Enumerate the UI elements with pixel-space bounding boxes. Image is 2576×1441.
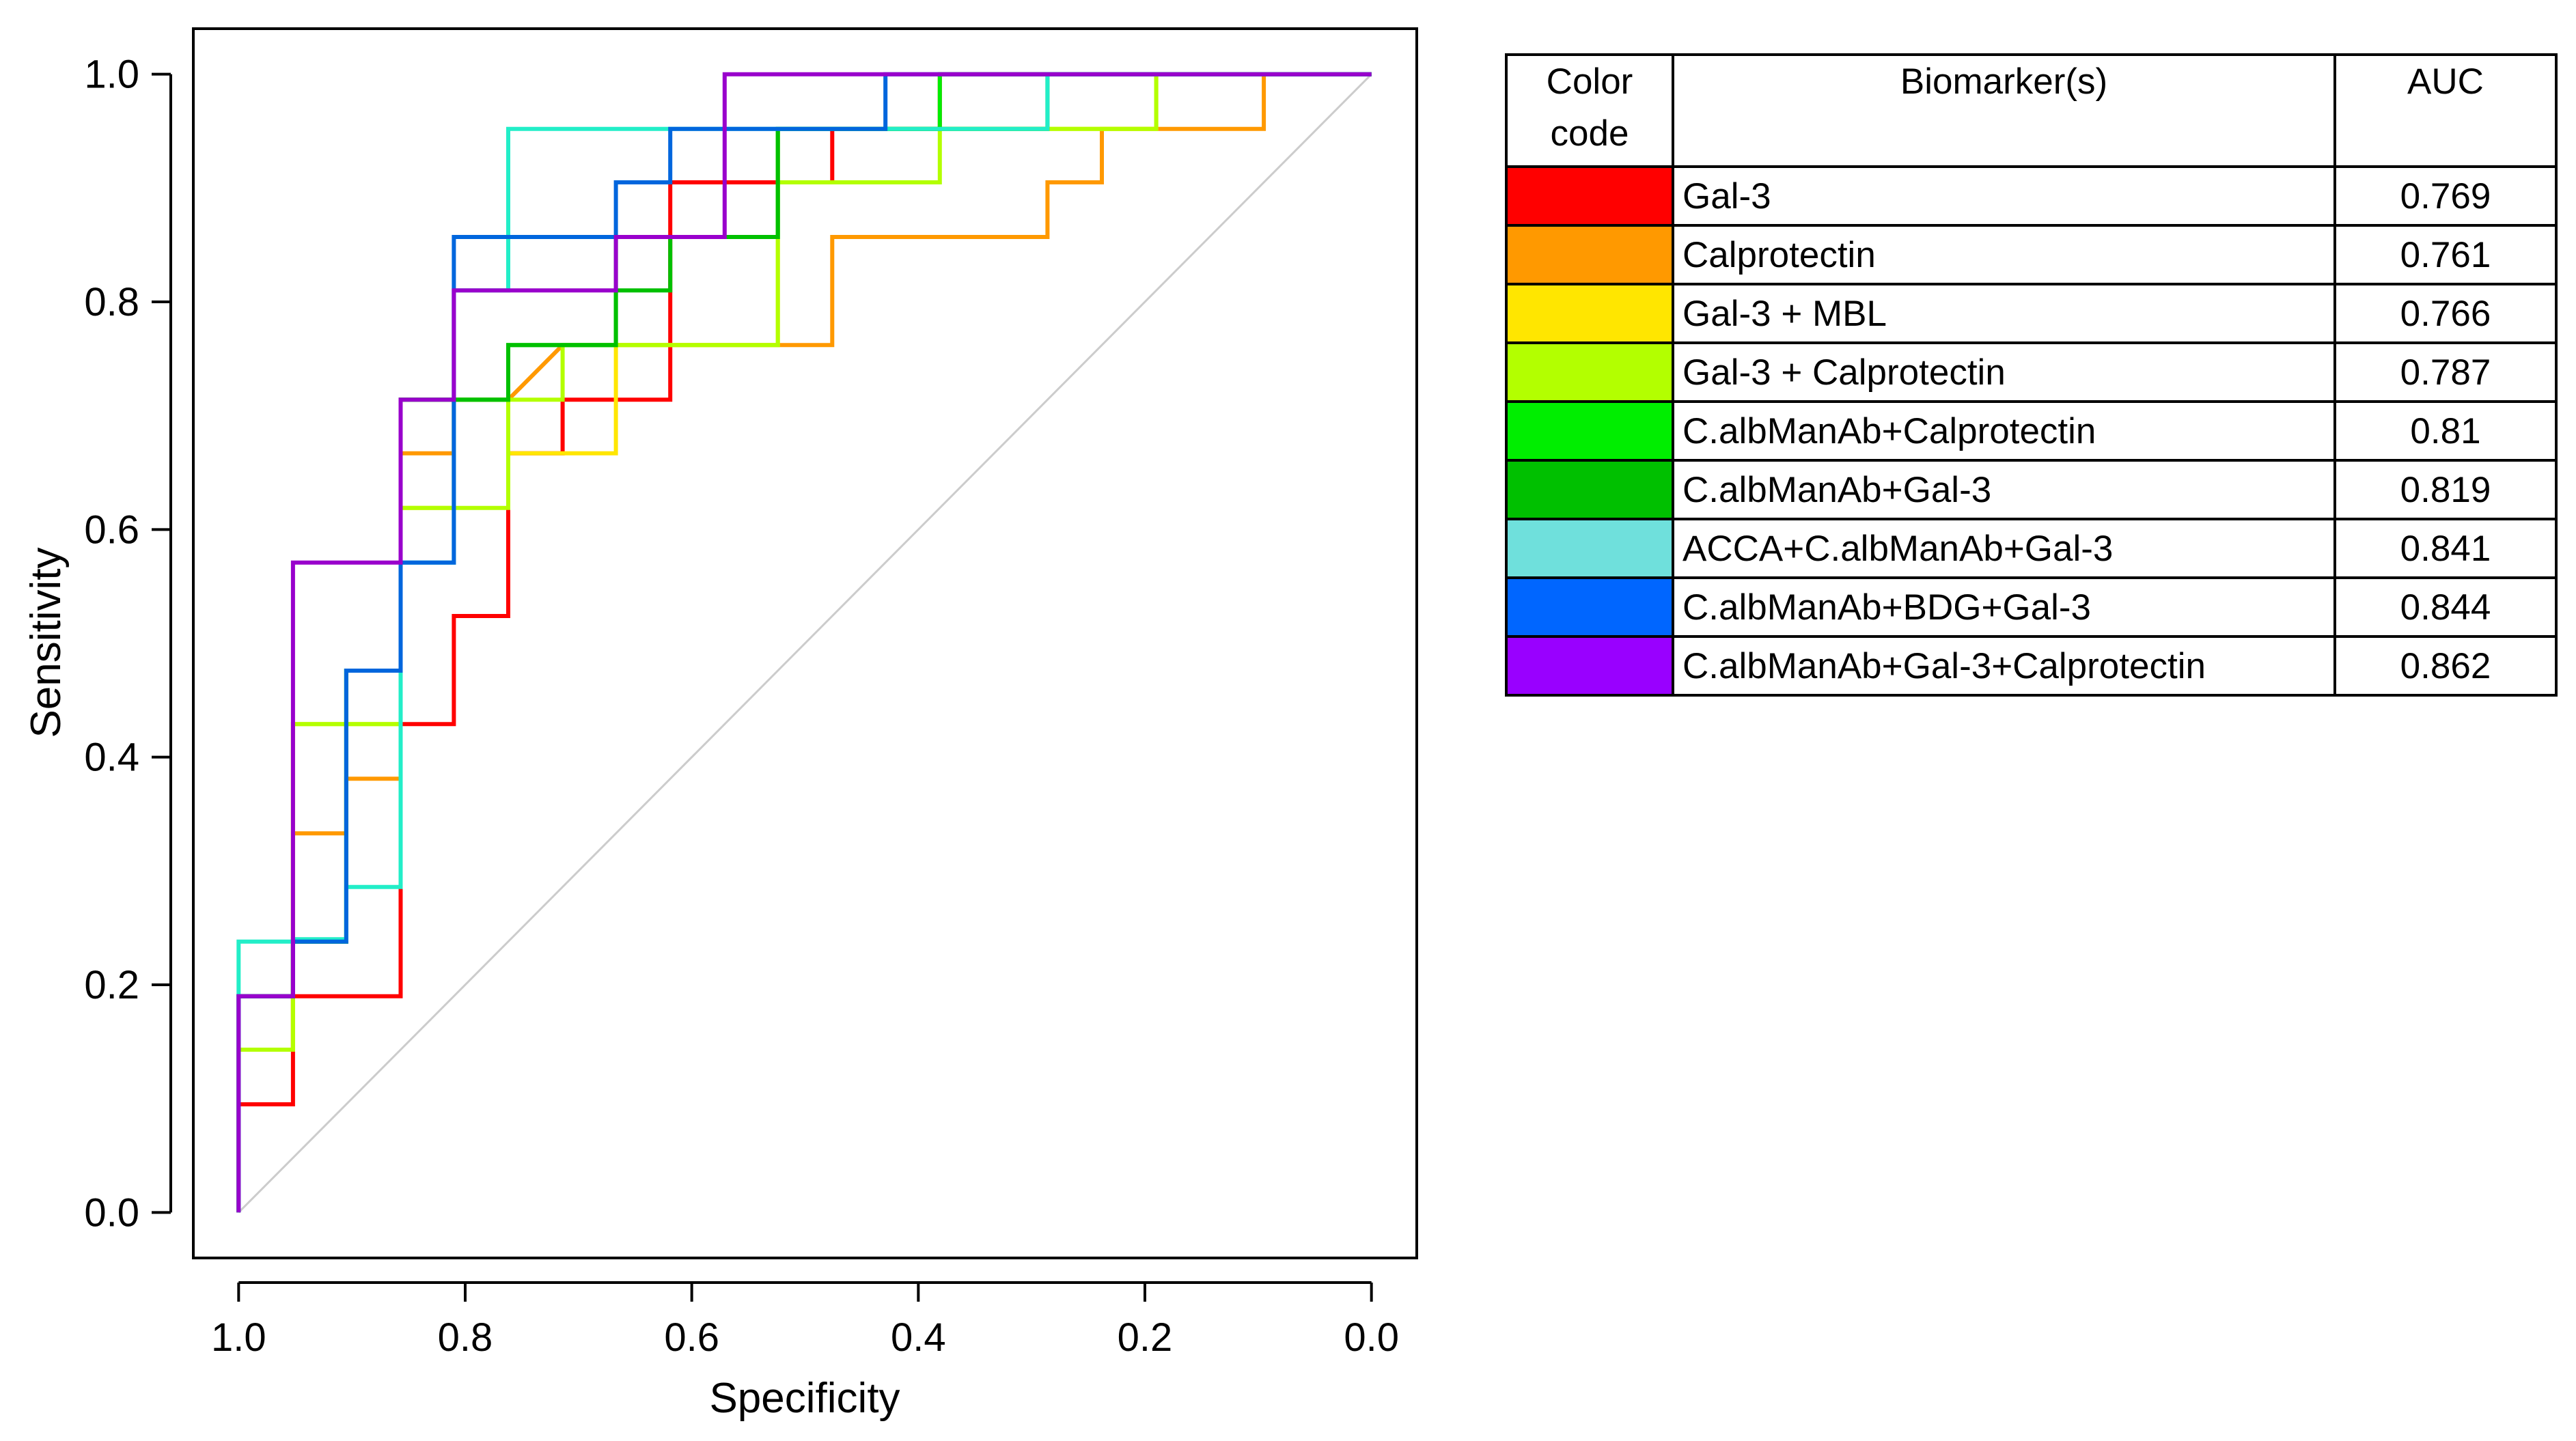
y-tick-label: 0.8 xyxy=(84,280,139,324)
legend-color-swatch xyxy=(1505,459,1674,520)
legend-table: Color code Biomarker(s) AUC Gal-3 0.769 Ca… xyxy=(1505,53,2558,697)
x-tick-label: 0.6 xyxy=(664,1315,719,1360)
y-tick-label: 0.2 xyxy=(84,963,139,1007)
legend-biomarker-name: C.albManAb+Calprotectin xyxy=(1672,400,2336,462)
y-axis-label: Sensitivity xyxy=(23,547,70,738)
legend-biomarker-name: Gal-3 + Calprotectin xyxy=(1672,341,2336,403)
y-axis: 0.0 0.2 0.4 0.6 0.8 1.0 xyxy=(84,53,172,1235)
legend-color-swatch xyxy=(1505,224,1674,285)
legend-row: C.albManAb+Gal-3 0.819 xyxy=(1505,459,2558,520)
y-tick-label: 0.4 xyxy=(84,736,139,780)
legend-biomarker-name: ACCA+C.albManAb+Gal-3 xyxy=(1672,518,2336,579)
legend-row: C.albManAb+BDG+Gal-3 0.844 xyxy=(1505,576,2558,638)
legend-auc-value: 0.844 xyxy=(2333,576,2558,638)
legend-row: Calprotectin 0.761 xyxy=(1505,224,2558,285)
legend-auc-value: 0.862 xyxy=(2333,635,2558,697)
legend-color-swatch xyxy=(1505,576,1674,638)
legend-header-color-code: Color code xyxy=(1505,53,1674,168)
legend-biomarker-name: C.albManAb+BDG+Gal-3 xyxy=(1672,576,2336,638)
legend-row: Gal-3 0.769 xyxy=(1505,165,2558,227)
legend-body: Gal-3 0.769 Calprotectin 0.761 Gal-3 + MBL 0.… xyxy=(1505,165,2558,697)
legend-auc-value: 0.841 xyxy=(2333,518,2558,579)
legend-biomarker-name: Gal-3 + MBL xyxy=(1672,283,2336,344)
legend-color-swatch xyxy=(1505,341,1674,403)
legend-biomarker-name: C.albManAb+Gal-3+Calprotectin xyxy=(1672,635,2336,697)
legend-auc-value: 0.787 xyxy=(2333,341,2558,403)
legend-row: C.albManAb+Calprotectin 0.81 xyxy=(1505,400,2558,462)
y-tick-label: 1.0 xyxy=(84,53,139,97)
legend-header-biomarker: Biomarker(s) xyxy=(1672,53,2336,168)
legend-row: Gal-3 + MBL 0.766 xyxy=(1505,283,2558,344)
legend-biomarker-name: Gal-3 xyxy=(1672,165,2336,227)
legend-color-swatch xyxy=(1505,518,1674,579)
reference-diagonal xyxy=(238,73,1372,1214)
x-tick-label: 0.8 xyxy=(438,1315,493,1360)
legend-color-swatch xyxy=(1505,400,1674,462)
y-tick-label: 0.6 xyxy=(84,507,139,552)
legend-row: Gal-3 + Calprotectin 0.787 xyxy=(1505,341,2558,403)
series-layer xyxy=(236,72,1372,1213)
legend-auc-value: 0.81 xyxy=(2333,400,2558,462)
x-axis-label: Specificity xyxy=(709,1375,900,1422)
legend-color-swatch xyxy=(1505,283,1674,344)
legend-auc-value: 0.769 xyxy=(2333,165,2558,227)
legend-auc-value: 0.766 xyxy=(2333,283,2558,344)
roc-curve-8 xyxy=(236,72,1372,1213)
y-tick-label: 0.0 xyxy=(84,1190,139,1235)
x-tick-label: 1.0 xyxy=(211,1315,266,1360)
legend-header-row: Color code Biomarker(s) AUC xyxy=(1505,53,2558,168)
legend-color-swatch xyxy=(1505,165,1674,227)
x-tick-label: 0.4 xyxy=(891,1315,946,1360)
legend-auc-value: 0.761 xyxy=(2333,224,2558,285)
legend-header-auc: AUC xyxy=(2333,53,2558,168)
legend-auc-value: 0.819 xyxy=(2333,459,2558,520)
x-axis: 1.0 0.8 0.6 0.4 0.2 0.0 xyxy=(211,1281,1399,1360)
legend-row: C.albManAb+Gal-3+Calprotectin 0.862 xyxy=(1505,635,2558,697)
legend-header-color-code-text: Color code xyxy=(1546,61,1633,154)
legend-biomarker-name: Calprotectin xyxy=(1672,224,2336,285)
legend-row: ACCA+C.albManAb+Gal-3 0.841 xyxy=(1505,518,2558,579)
plot-frame xyxy=(192,27,1418,1259)
roc-chart: 1.0 0.8 0.6 0.4 0.2 0.0 0.0 0.2 0.4 0.6 0.8 1.0 Sp… xyxy=(23,27,1418,1422)
legend-biomarker-name: C.albManAb+Gal-3 xyxy=(1672,459,2336,520)
x-tick-label: 0.2 xyxy=(1118,1315,1173,1360)
legend-color-swatch xyxy=(1505,635,1674,697)
x-tick-label: 0.0 xyxy=(1344,1315,1399,1360)
